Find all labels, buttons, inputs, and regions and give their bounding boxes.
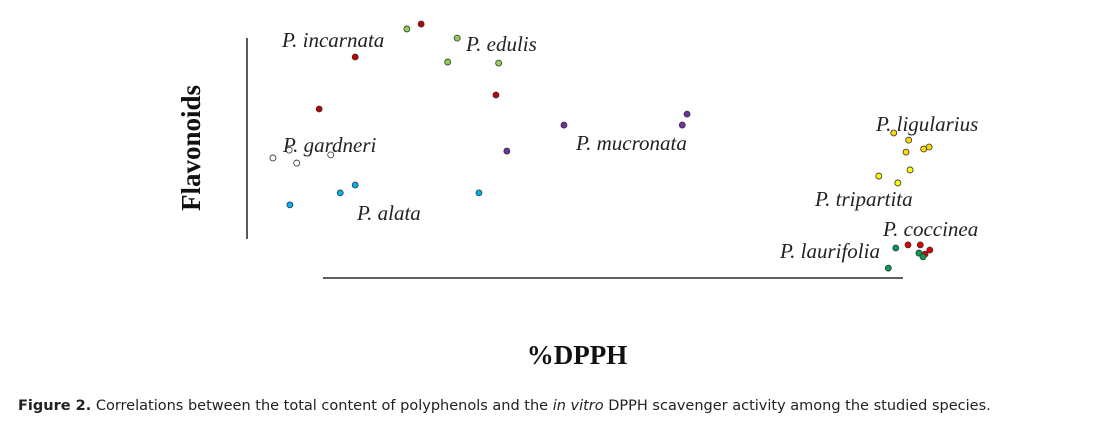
- caption-text: Correlations between the total content o…: [95, 398, 549, 414]
- point: [351, 53, 359, 61]
- caption-text: DPPH scavenger activity among the studie…: [608, 398, 991, 414]
- point: [915, 249, 923, 257]
- caption-label: Figure 2.: [18, 398, 92, 414]
- point: [683, 110, 691, 118]
- series-label: P. coccinea: [882, 217, 978, 241]
- series-label: P. mucronata: [575, 131, 687, 155]
- point: [269, 154, 277, 162]
- point: [875, 172, 883, 180]
- point: [327, 151, 335, 159]
- point: [315, 105, 323, 113]
- point: [926, 246, 934, 254]
- point: [444, 58, 452, 66]
- point: [336, 189, 344, 197]
- point: [894, 179, 902, 187]
- series-label: P. alata: [356, 201, 421, 225]
- point: [453, 34, 461, 42]
- point: [475, 189, 483, 197]
- series-label: P. tripartita: [814, 187, 913, 211]
- series-label: P. edulis: [465, 32, 537, 56]
- point: [351, 181, 359, 189]
- point: [495, 59, 503, 67]
- point: [884, 264, 892, 272]
- point: [285, 146, 293, 154]
- caption: Figure 2. Correlations between the total…: [18, 398, 1108, 414]
- point: [925, 143, 933, 151]
- point: [503, 147, 511, 155]
- point: [916, 241, 924, 249]
- point: [919, 253, 927, 261]
- series-label: P. incarnata: [281, 28, 384, 52]
- point: [904, 241, 912, 249]
- y-axis-label: Flavonoids: [176, 85, 206, 211]
- point: [293, 159, 301, 167]
- point: [560, 121, 568, 129]
- point: [902, 148, 910, 156]
- point: [403, 25, 411, 33]
- point: [492, 91, 500, 99]
- point: [417, 20, 425, 28]
- series-label: P. laurifolia: [779, 239, 880, 263]
- point: [906, 166, 914, 174]
- chart: %DPPH Flavonoids P. incarnata P. edulis P.…: [176, 20, 978, 370]
- point: [905, 136, 913, 144]
- x-axis-label: %DPPH: [527, 340, 628, 370]
- caption-emphasis: in vitro: [552, 398, 604, 414]
- point: [892, 244, 900, 252]
- point: [890, 129, 898, 137]
- point: [678, 121, 686, 129]
- point: [286, 201, 294, 209]
